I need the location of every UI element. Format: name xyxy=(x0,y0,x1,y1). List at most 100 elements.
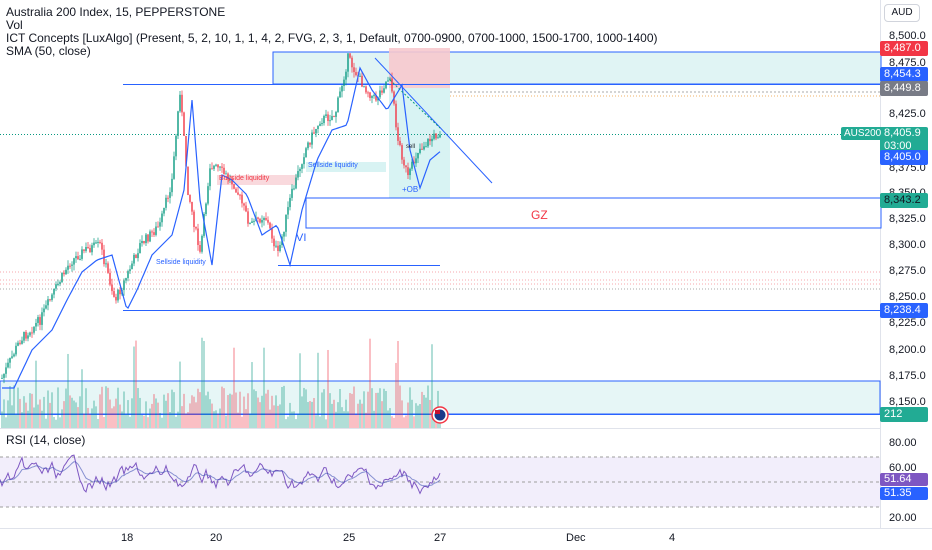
candle-body xyxy=(81,249,83,259)
rsi-ma-tag: 51.35 xyxy=(880,487,928,500)
candle-body xyxy=(115,296,117,301)
candle-body xyxy=(139,243,141,254)
candle-body xyxy=(19,342,21,344)
candle-body xyxy=(7,362,9,368)
volume-bar xyxy=(321,392,323,428)
volume-bar xyxy=(91,408,93,428)
candle-body xyxy=(339,91,341,98)
volume-bar xyxy=(207,391,209,428)
candle-body xyxy=(105,263,107,265)
volume-bar xyxy=(43,396,45,428)
candle-body xyxy=(409,168,411,176)
sellside-liq-box xyxy=(306,162,386,172)
australia-flag-icon[interactable] xyxy=(431,406,449,424)
volume-bar xyxy=(415,403,417,428)
volume-bar xyxy=(45,418,47,428)
volume-bar xyxy=(213,411,215,428)
volume-bar xyxy=(83,413,85,428)
candle-body xyxy=(363,86,365,88)
bottom-price-tag: 8,238.4 xyxy=(880,303,928,318)
rsi-tick: 20.00 xyxy=(889,512,917,524)
candle-body xyxy=(35,322,37,327)
ict-legend[interactable]: ICT Concepts [LuxAlgo] (Present, 5, 2, 1… xyxy=(6,31,658,45)
volume-bar xyxy=(369,338,371,428)
currency-button[interactable]: AUD xyxy=(884,4,920,22)
price-tick: 8,175.0 xyxy=(889,370,926,382)
candle-body xyxy=(403,159,405,166)
volume-bar xyxy=(117,387,119,428)
candle-body xyxy=(179,94,181,112)
price-tick: 8,225.0 xyxy=(889,317,926,329)
candle-body xyxy=(391,78,393,92)
volume-bar xyxy=(279,404,281,428)
candle-body xyxy=(313,132,315,134)
candle-body xyxy=(217,164,219,168)
volume-bar xyxy=(177,411,179,428)
bearish-fvg-box[interactable] xyxy=(389,48,450,88)
volume-bar xyxy=(189,403,191,428)
candle-body xyxy=(323,115,325,124)
candle-body xyxy=(15,345,17,355)
volume-bar xyxy=(309,401,311,428)
candle-body xyxy=(271,228,273,239)
candle-body xyxy=(433,133,435,139)
candle-body xyxy=(47,299,49,306)
candle-body xyxy=(297,171,299,178)
candle-body xyxy=(335,111,337,117)
bullish-ob-box[interactable] xyxy=(389,88,450,200)
candle-body xyxy=(69,265,71,267)
volume-bar xyxy=(267,389,269,428)
candle-body xyxy=(311,132,313,145)
candle-body xyxy=(149,231,151,242)
candle-body xyxy=(185,135,187,167)
volume-bar xyxy=(421,391,423,428)
volume-bar xyxy=(229,393,231,428)
price-tick: 8,250.0 xyxy=(889,291,926,303)
volume-bar xyxy=(241,416,243,428)
volume-bar xyxy=(133,346,135,428)
candle-body xyxy=(111,284,113,292)
volume-bar xyxy=(113,406,115,428)
volume-bar xyxy=(335,411,337,428)
candle-body xyxy=(303,157,305,165)
volume-bar xyxy=(53,416,55,428)
volume-bar xyxy=(245,409,247,428)
volume-bar xyxy=(391,416,393,428)
candle-body xyxy=(291,188,293,198)
rsi-legend[interactable]: RSI (14, close) xyxy=(6,433,86,447)
candle-body xyxy=(405,165,407,168)
last-price-tag: 8,405.9 03:00 xyxy=(880,127,928,154)
trendline[interactable] xyxy=(374,57,493,184)
candle-body xyxy=(421,148,423,150)
gz-zone-box[interactable] xyxy=(305,197,882,229)
candle-body xyxy=(1,377,3,379)
volume-bar xyxy=(383,388,385,428)
candle-body xyxy=(197,228,199,245)
volume-bar xyxy=(345,399,347,428)
candle-body xyxy=(353,67,355,73)
volume-legend[interactable]: Vol xyxy=(6,18,23,32)
symbol-legend[interactable]: Australia 200 Index, 15, PEPPERSTONE xyxy=(6,5,226,19)
candle-body xyxy=(87,246,89,248)
volume-bar xyxy=(23,396,25,428)
volume-bar xyxy=(259,402,261,428)
candle-body xyxy=(93,242,95,246)
candle-body xyxy=(331,116,333,121)
candle-body xyxy=(147,234,149,242)
volume-bar xyxy=(255,391,257,428)
volume-bar xyxy=(237,412,239,428)
candle-body xyxy=(347,53,349,72)
volume-bar xyxy=(411,399,413,428)
volume-bar xyxy=(291,411,293,428)
volume-bar xyxy=(239,391,241,428)
volume-bar xyxy=(29,393,31,428)
volume-bar xyxy=(145,401,147,428)
sma-legend[interactable]: SMA (50, close) xyxy=(6,44,91,58)
volume-bar xyxy=(55,419,57,428)
candlesticks[interactable] xyxy=(1,53,441,384)
volume-bar xyxy=(15,414,17,428)
premium-zone-box[interactable] xyxy=(272,51,882,85)
volume-bar xyxy=(425,397,427,428)
volume-bar xyxy=(293,411,295,428)
